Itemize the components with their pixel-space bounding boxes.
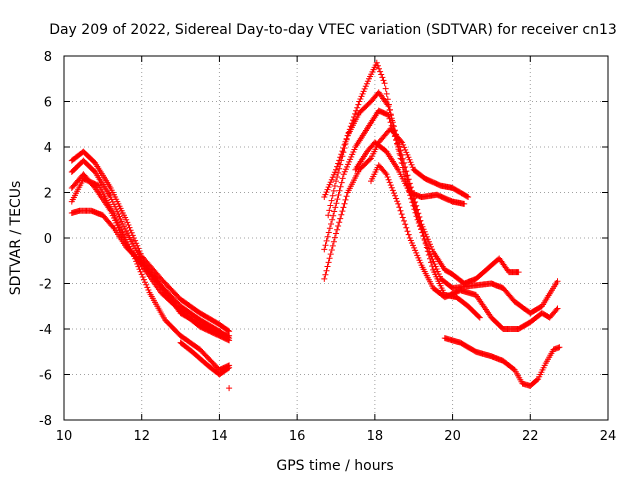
series-markers <box>226 385 233 392</box>
series-arc-a1 <box>68 148 233 335</box>
series-markers <box>68 207 233 339</box>
series-outlier <box>226 385 233 392</box>
series-markers <box>352 139 468 207</box>
series-markers <box>368 162 561 332</box>
series-markers <box>68 148 233 335</box>
x-tick-label: 12 <box>133 429 150 444</box>
series-markers <box>321 125 472 282</box>
series-markers <box>177 339 233 378</box>
x-tick-label: 20 <box>444 429 461 444</box>
series-arc-b4 <box>321 125 472 282</box>
y-tick-label: 0 <box>44 232 52 247</box>
y-tick-label: -2 <box>39 278 52 293</box>
chart-title: Day 209 of 2022, Sidereal Day-to-day VTE… <box>49 22 617 38</box>
y-tick-label: -4 <box>39 323 52 338</box>
y-tick-label: 6 <box>44 96 52 111</box>
series-markers <box>441 335 563 389</box>
series-markers <box>68 175 233 373</box>
x-tick-label: 10 <box>56 429 73 444</box>
x-tick-label: 16 <box>289 429 306 444</box>
x-tick-label: 14 <box>211 429 228 444</box>
y-tick-label: 8 <box>44 50 52 65</box>
series-arc-b7 <box>441 335 563 389</box>
y-tick-label: -8 <box>39 414 52 429</box>
x-axis-label: GPS time / hours <box>276 458 393 474</box>
series-arc-a5 <box>68 175 233 373</box>
series-arc-b6 <box>368 162 561 332</box>
y-tick-label: -6 <box>39 369 52 384</box>
y-axis-label: SDTVAR / TECUs <box>8 181 24 296</box>
y-tick-label: 2 <box>44 187 52 202</box>
series-arc-a6 <box>177 339 233 378</box>
x-tick-label: 22 <box>522 429 539 444</box>
series-arc-b5 <box>352 139 468 207</box>
series-arc-a4 <box>68 207 233 339</box>
data-marks <box>68 59 563 392</box>
x-tick-label: 18 <box>367 429 384 444</box>
y-tick-label: 4 <box>44 141 52 156</box>
x-tick-label: 24 <box>600 429 617 444</box>
